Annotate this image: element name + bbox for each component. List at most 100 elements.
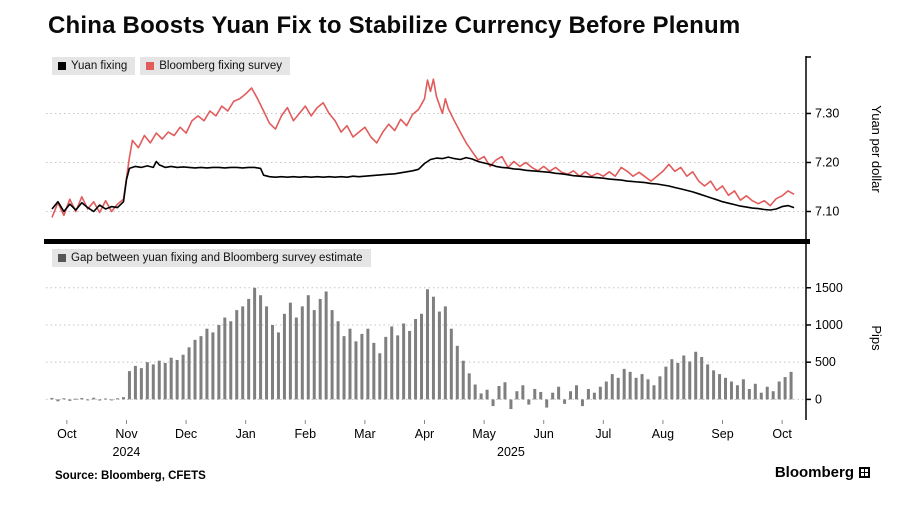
gap-bar xyxy=(390,326,394,400)
gap-bar xyxy=(741,379,745,400)
gap-bar xyxy=(527,399,531,405)
gap-bar xyxy=(425,289,429,400)
gap-bar xyxy=(610,374,614,400)
gap-bar xyxy=(616,377,620,400)
gap-bar xyxy=(181,354,185,400)
x-tick-label: Oct xyxy=(772,427,792,441)
gap-bar xyxy=(223,317,227,400)
gap-bar xyxy=(437,311,441,400)
gap-bar xyxy=(485,389,489,400)
gap-bar xyxy=(312,310,316,400)
gap-bar xyxy=(116,398,120,400)
gap-bar xyxy=(336,321,340,400)
gap-bar xyxy=(360,333,364,400)
gap-bar xyxy=(646,379,650,400)
y-axis-title-top: Yuan per dollar xyxy=(869,105,884,193)
legend-top: Yuan fixing Bloomberg fixing survey xyxy=(52,57,290,75)
gap-bar xyxy=(670,359,674,400)
gap-bar xyxy=(294,317,298,400)
y-tick-label: 7.10 xyxy=(815,204,839,218)
gap-bar xyxy=(628,371,632,400)
gap-swatch-icon xyxy=(58,254,66,262)
gap-bar xyxy=(110,399,114,401)
gap-bar xyxy=(211,332,215,400)
gap-bar xyxy=(557,386,561,400)
bloomberg-logo-text: Bloomberg xyxy=(774,464,854,481)
x-tick-label: Apr xyxy=(415,427,434,441)
gap-bar xyxy=(461,360,465,400)
gap-bar xyxy=(652,385,656,400)
y-tick-label: 7.20 xyxy=(815,155,839,169)
gap-bar xyxy=(676,362,680,400)
gap-bar xyxy=(169,357,173,400)
gap-bar xyxy=(521,385,525,400)
gap-bar xyxy=(747,388,751,400)
chart-title: China Boosts Yuan Fix to Stabilize Curre… xyxy=(48,12,741,39)
gap-bar xyxy=(253,287,257,400)
gap-bar xyxy=(121,397,125,400)
bloomberg-logo-mark-icon xyxy=(859,467,870,478)
gap-bar xyxy=(282,313,286,400)
gap-bar xyxy=(473,384,477,400)
gap-bar xyxy=(718,374,722,400)
gap-bar xyxy=(777,381,781,400)
gap-bar xyxy=(217,324,221,400)
gap-bar xyxy=(235,310,239,400)
x-tick-label: Feb xyxy=(295,427,317,441)
gap-bar xyxy=(640,374,644,400)
gap-bar xyxy=(300,306,304,400)
gap-bar xyxy=(789,371,793,400)
gap-bar xyxy=(408,330,412,400)
gap-bar xyxy=(580,399,584,407)
x-tick-label: Aug xyxy=(652,427,674,441)
gap-bar xyxy=(694,351,698,400)
gap-bar xyxy=(163,362,167,400)
gap-bar xyxy=(276,332,280,400)
gap-bar xyxy=(664,366,668,400)
source-note: Source: Bloomberg, CFETS xyxy=(55,470,206,482)
gap-bar xyxy=(753,383,757,400)
gap-bar xyxy=(151,364,155,400)
gap-bar xyxy=(706,364,710,400)
legend-label-yuan-fixing: Yuan fixing xyxy=(71,60,128,72)
gap-bar xyxy=(193,339,197,400)
gap-bar xyxy=(145,362,149,400)
gap-bar xyxy=(139,368,143,400)
gap-bar xyxy=(372,342,376,400)
x-tick-label: Sep xyxy=(711,427,733,441)
gap-bar xyxy=(366,328,370,400)
gap-bar xyxy=(265,306,269,400)
gap-bar xyxy=(724,377,728,400)
panel-divider xyxy=(44,239,810,244)
legend-label-bloomberg-survey: Bloomberg fixing survey xyxy=(159,60,282,72)
x-tick-label: Nov xyxy=(115,427,138,441)
gap-bar xyxy=(420,313,424,400)
gap-bar xyxy=(515,391,519,400)
x-year-label: 2025 xyxy=(497,445,525,459)
gap-bar xyxy=(288,302,292,400)
gap-bar xyxy=(56,399,60,402)
gap-bar xyxy=(545,399,549,408)
gap-bar xyxy=(318,298,322,400)
gap-bar xyxy=(455,345,459,400)
legend-label-gap: Gap between yuan fixing and Bloomberg su… xyxy=(71,252,363,264)
gap-bar xyxy=(712,370,716,400)
bloomberg-fixing-survey-line xyxy=(51,78,795,218)
gap-bar xyxy=(688,361,692,400)
gap-bar xyxy=(658,376,662,400)
y-tick-label: 1500 xyxy=(815,281,843,295)
gap-bar xyxy=(622,368,626,400)
gap-bar xyxy=(384,336,388,400)
gap-bar xyxy=(402,323,406,400)
gap-bar xyxy=(104,398,108,400)
x-tick-label: Jan xyxy=(236,427,256,441)
gap-bar xyxy=(378,353,382,400)
gap-bar xyxy=(443,306,447,400)
gap-bar xyxy=(574,385,578,400)
legend-item-yuan-fixing: Yuan fixing xyxy=(52,57,136,75)
y-tick-label: 0 xyxy=(815,392,822,406)
gap-bar xyxy=(175,359,179,400)
gap-bar xyxy=(50,397,54,400)
gap-bar xyxy=(765,386,769,400)
